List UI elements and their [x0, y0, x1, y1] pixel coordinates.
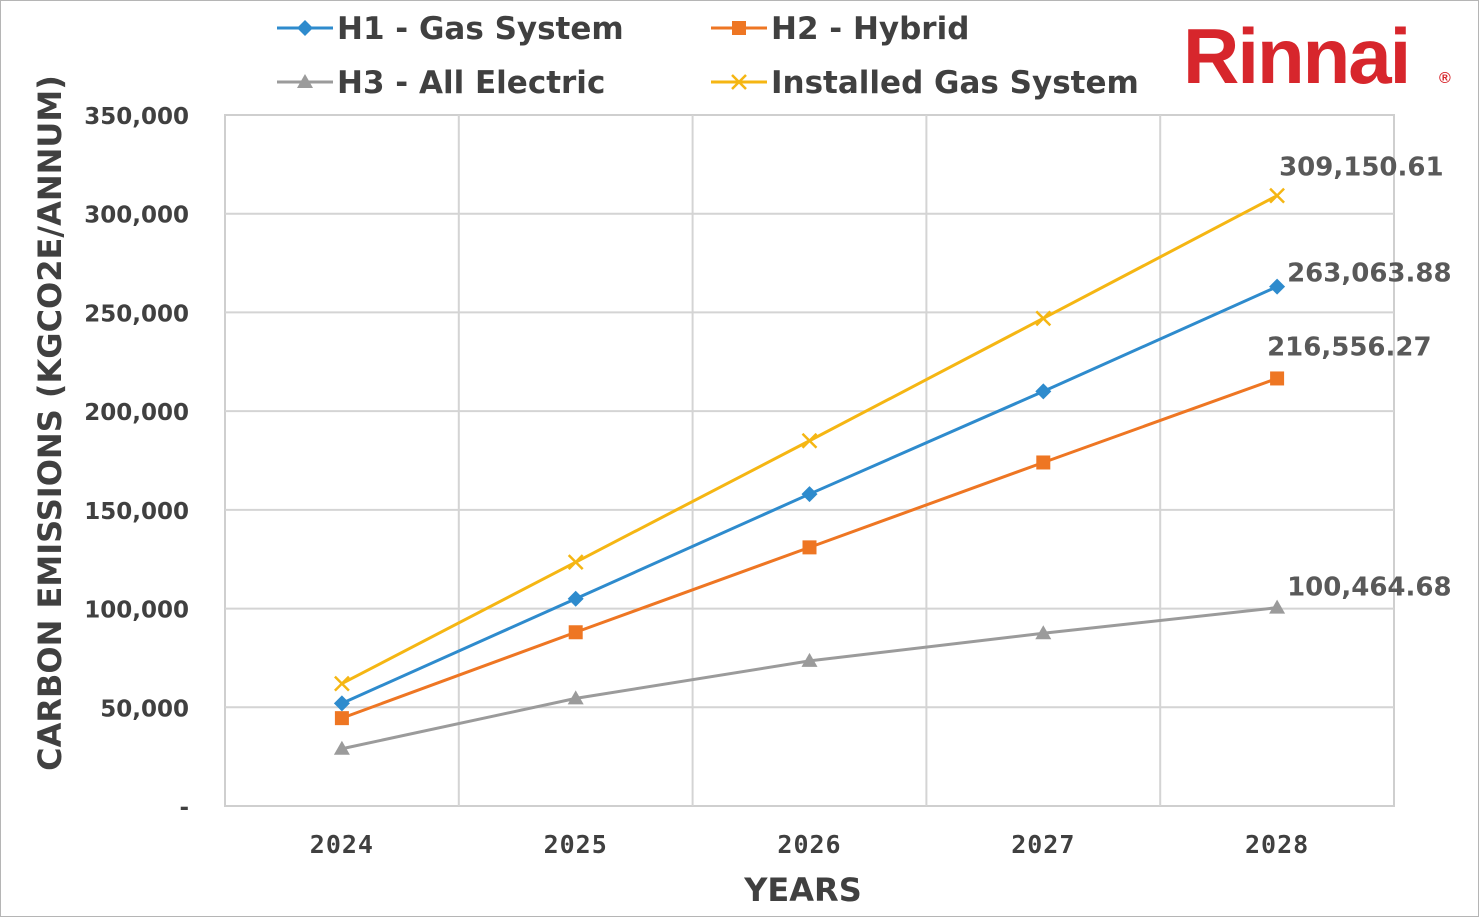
y-tick-label: 300,000: [84, 203, 189, 229]
legend-label: H1 - Gas System: [337, 11, 624, 47]
marker-stroke: [1035, 310, 1052, 327]
data-point: [1035, 310, 1052, 327]
data-labels: 263,063.88 216,556.27 100,464.68 309,150.61: [1267, 153, 1451, 603]
data-point: [802, 540, 817, 555]
y-tick-label: 150,000: [84, 499, 189, 525]
series-line: [341, 606, 1278, 751]
marker-stroke: [801, 432, 818, 449]
data-point: [1269, 187, 1285, 204]
legend-item-2: H3 - All Electric: [277, 65, 605, 101]
legend-label: H2 - Hybrid: [771, 11, 969, 47]
y-tick-label: 100,000: [84, 598, 189, 624]
data-point: [1035, 383, 1052, 400]
legend-item-1: H2 - Hybrid: [711, 11, 969, 47]
series-group: [333, 187, 1286, 755]
data-point: [567, 590, 584, 607]
data-label-3: 309,150.61: [1279, 153, 1443, 183]
marker-stroke: [567, 554, 584, 571]
legend-marker: [297, 20, 313, 36]
marker-stroke: [334, 675, 350, 692]
series-h2-hybrid: [334, 371, 1285, 726]
data-point: [333, 695, 350, 712]
data-point: [1036, 455, 1051, 470]
data-point: [1269, 278, 1286, 295]
series-installed-gas-system: [334, 187, 1285, 692]
data-point: [333, 740, 350, 755]
x-tick-label: 2028: [1245, 830, 1309, 859]
plot-area: [224, 114, 1395, 807]
data-point: [568, 625, 583, 640]
legend-item-3: Installed Gas System: [711, 65, 1139, 101]
y-tick-label: 200,000: [84, 400, 189, 426]
y-tick-label: -: [179, 795, 189, 821]
legend-item-0: H1 - Gas System: [277, 11, 624, 47]
data-point: [1269, 599, 1286, 614]
data-point: [1035, 625, 1052, 640]
y-tick-label: 250,000: [84, 301, 189, 327]
data-point: [567, 554, 584, 571]
x-tick-label: 2026: [777, 830, 841, 859]
y-axis-ticks: - 50,000 100,000 150,000 200,000 250,000 300,0…: [84, 104, 189, 821]
logo-registered-mark: ®: [1439, 70, 1451, 87]
y-tick-label: 50,000: [100, 696, 189, 722]
data-point: [334, 675, 350, 692]
legend-marker: [297, 74, 313, 88]
legend-marker: [731, 74, 747, 90]
y-tick-label: 350,000: [84, 104, 189, 130]
data-label-2: 100,464.68: [1287, 573, 1451, 603]
x-tick-label: 2027: [1011, 830, 1075, 859]
legend-marker: [732, 21, 746, 35]
data-point: [334, 711, 349, 726]
data-point: [567, 690, 584, 705]
data-label-1: 216,556.27: [1267, 332, 1431, 362]
logo-wordmark: Rinnai: [1183, 12, 1409, 100]
y-axis-title: CARBON EMISSIONS (KGCO2E/ANNUM): [31, 75, 69, 771]
data-point: [1270, 371, 1285, 386]
series-h3-all-electric: [333, 599, 1286, 755]
data-point: [801, 486, 818, 503]
legend-label: Installed Gas System: [771, 65, 1139, 101]
data-point: [801, 652, 818, 667]
data-label-0: 263,063.88: [1287, 259, 1451, 289]
rinnai-logo: Rinnai ®: [1183, 12, 1451, 100]
series-h1-gas-system: [333, 278, 1286, 712]
x-axis-title: YEARS: [743, 871, 861, 909]
x-tick-label: 2024: [310, 830, 374, 859]
data-point: [801, 432, 818, 449]
legend-label: H3 - All Electric: [337, 65, 605, 101]
legend: H1 - Gas System H2 - Hybrid H3 - All Elect…: [277, 11, 1139, 101]
x-tick-label: 2025: [544, 830, 608, 859]
marker-stroke: [1269, 187, 1285, 204]
marker-stroke: [731, 74, 747, 90]
x-axis-ticks: 2024 2025 2026 2027 2028: [310, 830, 1309, 859]
grid: [224, 114, 1395, 807]
